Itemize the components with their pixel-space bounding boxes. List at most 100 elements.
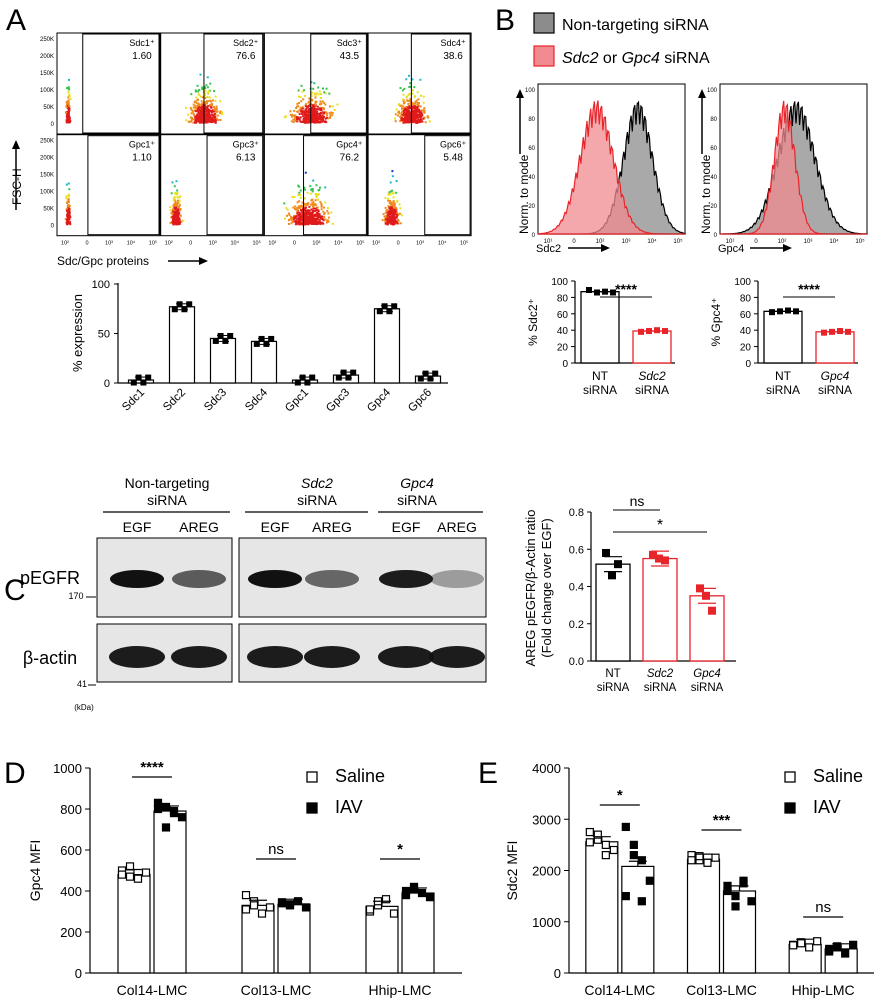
flow-event xyxy=(307,116,310,119)
bar xyxy=(642,557,678,662)
flow-event xyxy=(196,115,199,118)
flow-event xyxy=(177,199,179,202)
flow-event xyxy=(419,78,422,81)
flow-event xyxy=(311,108,314,111)
data-point xyxy=(687,856,696,865)
y-tick-label: 40 xyxy=(557,326,569,337)
flow-event xyxy=(221,111,223,114)
gate-value: 38.6 xyxy=(443,51,463,62)
flow-event xyxy=(317,216,320,219)
category-label: Gpc4 xyxy=(821,369,850,383)
y-tick-label: 100 xyxy=(92,279,110,291)
flow-event xyxy=(414,102,417,105)
data-point xyxy=(629,840,638,849)
flow-event xyxy=(211,99,214,102)
flow-event xyxy=(307,221,310,224)
flow-event xyxy=(313,93,316,96)
flow-event xyxy=(69,121,71,124)
flow-event xyxy=(394,216,397,219)
data-point xyxy=(601,851,610,860)
significance-label: ns xyxy=(268,841,284,858)
category-label: Gpc6 xyxy=(406,387,434,415)
y-tick-label: 200K xyxy=(40,54,54,60)
flow-event xyxy=(312,107,315,110)
flow-event xyxy=(296,102,299,105)
data-point xyxy=(585,838,594,847)
flow-event xyxy=(311,104,314,107)
flow-event xyxy=(209,99,212,102)
flow-event xyxy=(174,218,177,221)
data-point xyxy=(610,289,616,296)
flow-event xyxy=(301,121,303,123)
band-pegfr xyxy=(110,570,164,588)
flow-event xyxy=(299,196,302,199)
flow-event xyxy=(299,216,302,219)
row-label-actin: β-actin xyxy=(23,648,77,668)
flow-event xyxy=(310,94,313,97)
flow-event xyxy=(192,112,195,115)
y-tick-label: 0.0 xyxy=(569,656,584,668)
band-actin xyxy=(247,646,303,668)
flow-event xyxy=(403,113,406,116)
flow-event xyxy=(293,216,296,219)
flow-event xyxy=(176,192,179,194)
flow-event xyxy=(200,116,203,119)
x-tick-label: 10⁴ xyxy=(647,238,657,245)
flow-event xyxy=(211,119,214,122)
x-tick-label: 10³ xyxy=(416,241,424,247)
arrow-head xyxy=(601,244,610,252)
flow-event xyxy=(320,109,323,112)
legend-marker xyxy=(784,802,796,814)
flow-event xyxy=(221,113,224,116)
flow-event xyxy=(312,206,315,208)
flow-event xyxy=(207,118,209,120)
x-tick-label: 10⁴ xyxy=(829,238,839,245)
flow-event xyxy=(297,184,300,187)
flow-event xyxy=(316,105,319,108)
flow-event xyxy=(319,201,322,204)
y-tick-label: 0 xyxy=(554,966,561,981)
flow-event xyxy=(65,111,68,114)
flow-event xyxy=(200,114,203,117)
flow-event xyxy=(404,107,407,110)
hist-x-label: Gpc4 xyxy=(718,243,744,255)
flow-event xyxy=(285,115,287,118)
y-axis-label: Sdc2 MFI xyxy=(504,841,520,901)
flow-event xyxy=(215,117,218,120)
flow-event xyxy=(299,205,302,208)
y-tick-label: 0.2 xyxy=(569,619,584,631)
data-point xyxy=(821,329,827,336)
flow-event xyxy=(302,212,304,215)
flow-event xyxy=(402,100,405,103)
flow-event xyxy=(173,217,176,220)
flow-event xyxy=(293,114,295,117)
data-point xyxy=(417,888,427,898)
flow-event xyxy=(391,189,394,192)
flow-event xyxy=(315,101,318,103)
flow-event xyxy=(67,198,70,201)
flow-event xyxy=(394,120,397,123)
flow-event xyxy=(283,116,286,119)
hist-x-arrow-1 xyxy=(568,244,610,252)
flow-event xyxy=(303,186,306,189)
flow-event xyxy=(191,109,194,112)
flow-event xyxy=(175,211,178,214)
flow-event xyxy=(294,208,297,211)
flow-event xyxy=(303,94,306,97)
flow-event xyxy=(403,108,406,111)
data-point xyxy=(133,874,143,883)
flow-event xyxy=(305,103,307,106)
flow-event xyxy=(414,100,417,103)
flow-event xyxy=(195,102,198,104)
y-tick-label: 0 xyxy=(714,233,718,239)
flow-event xyxy=(408,74,410,77)
flow-event xyxy=(315,219,318,222)
panel-letter-C: C xyxy=(4,574,26,607)
flow-event xyxy=(306,219,309,222)
flow-gate xyxy=(303,135,367,236)
flow-event xyxy=(192,118,195,121)
flow-event xyxy=(416,91,419,94)
flow-event xyxy=(212,106,215,108)
flow-event xyxy=(173,214,176,217)
flow-event xyxy=(303,113,306,116)
